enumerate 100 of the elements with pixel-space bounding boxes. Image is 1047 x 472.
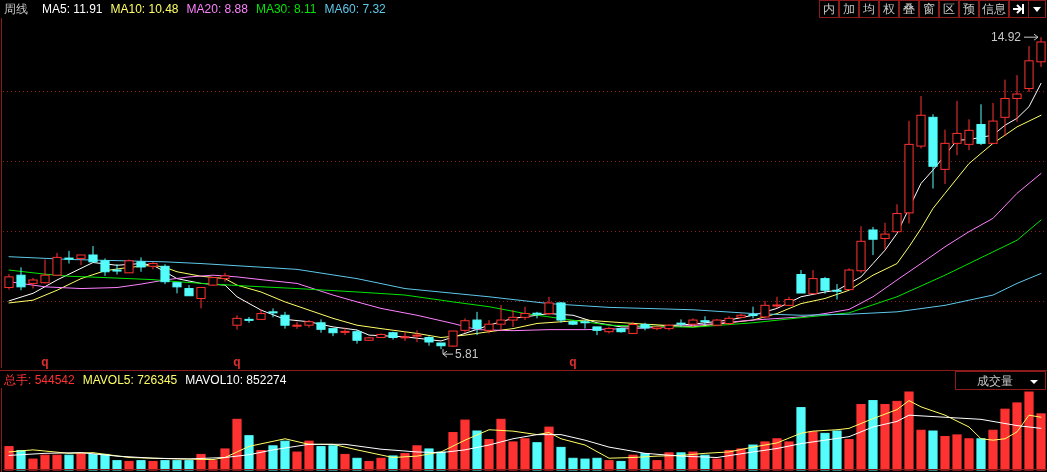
bar [388,455,398,471]
bar [160,460,170,471]
bar [628,454,638,471]
bar [124,460,134,471]
candlestick [592,326,602,336]
annotation: 14.92 [990,30,1022,45]
candlestick [292,321,302,330]
candlestick [1012,74,1022,123]
candlestick [112,263,122,276]
bar [796,407,806,471]
candlestick [400,331,410,342]
candlestick [964,118,974,151]
candlestick [496,304,506,331]
price-note: 14.92 [990,30,1039,45]
candlestick [268,307,278,318]
candlestick [28,277,38,290]
bar [544,426,554,471]
candlestick [316,318,326,334]
candlestick [220,272,230,283]
candlestick [580,319,590,330]
candlestick [892,203,902,233]
bar [280,440,290,471]
candlestick [676,318,686,328]
candlestick [832,283,842,301]
bar [604,460,614,471]
candlestick [196,287,206,309]
candlestick [1000,79,1010,137]
bar [112,460,122,471]
bar [76,453,86,471]
bar [88,453,98,471]
bar [988,429,998,471]
candlestick [16,266,26,291]
bar [52,454,62,471]
bar [484,439,494,471]
bar [64,454,74,471]
text: MA20: 8.88 [186,2,249,16]
candlestick [772,296,782,309]
candlestick [796,269,806,294]
text: MAVOL10: 852274 [185,373,287,387]
candlestick [808,269,818,295]
bar [784,441,794,471]
bar [844,439,854,471]
bar [220,448,230,471]
candlestick [88,245,98,264]
bar [556,446,566,471]
bar [820,432,830,471]
bar [808,431,818,471]
bar [532,442,542,471]
candlestick [544,296,554,316]
annotation: q [569,355,577,369]
bar [868,400,878,471]
bar [364,460,374,471]
bar [340,453,350,471]
bar [376,457,386,471]
bar [148,460,158,471]
text: MA30: 8.11 [255,2,317,16]
bar [436,451,446,471]
candlestick [532,311,542,319]
text: MA10: 10.48 [110,2,179,16]
candlestick [232,314,242,331]
candlestick [748,306,758,319]
bar [712,458,722,471]
price-note: 5.81 [442,347,479,362]
candlestick [700,315,710,326]
candlestick [880,222,890,251]
bar [244,435,254,471]
candlestick [436,342,446,350]
bar [952,434,962,471]
candlestick [484,319,494,334]
bar [940,435,950,471]
candlestick [520,306,530,321]
candlestick [64,250,74,265]
bar [304,440,314,471]
bar [184,460,194,471]
bar [508,441,518,471]
bar [316,446,326,471]
text: MA5: 11.91 [42,2,103,16]
text: 总手: 544542 [3,373,76,387]
bar [652,460,662,471]
bar [352,457,362,471]
text: MA60: 7.32 [324,2,387,16]
bar [760,441,770,471]
toolbar: 成交量 [955,371,1046,390]
bar [964,438,974,471]
bar [568,457,578,471]
bar [292,451,302,471]
bar [856,403,866,471]
bar [520,438,530,471]
candlestick [508,309,518,328]
bar [880,403,890,471]
bar [616,460,626,471]
bar [256,450,266,471]
annotation: q [41,355,49,369]
candlestick [988,102,998,144]
candlestick [52,252,62,276]
bar [592,457,602,471]
bar [232,418,242,471]
candlestick [136,256,146,273]
bar [208,460,218,471]
candlestick [244,316,254,324]
